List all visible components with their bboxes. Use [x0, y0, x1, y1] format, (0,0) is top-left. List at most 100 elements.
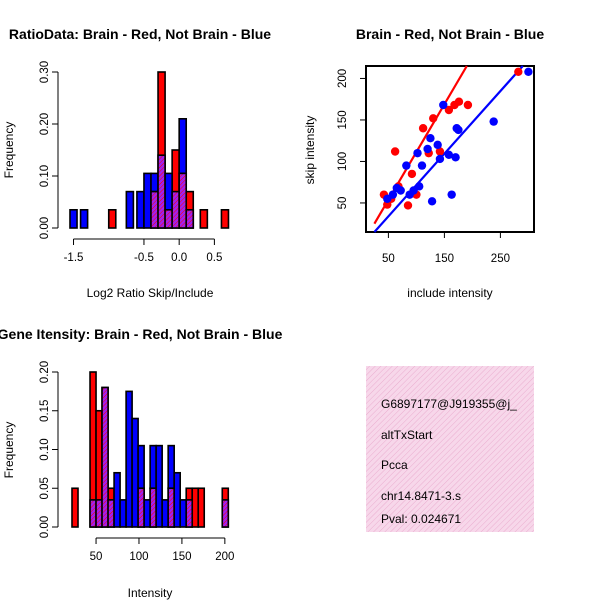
intensity-histogram-y-tick-label: 0.05	[39, 477, 51, 499]
scatter-point-not-brain	[489, 117, 498, 126]
intensity-histogram-overlap-bar	[167, 487, 175, 528]
ratio-histogram-overlap-bar	[150, 190, 159, 229]
intensity-histogram-not-brain-bar	[113, 471, 121, 528]
scatter-xlabel: include intensity	[407, 286, 492, 300]
ratio-histogram-overlap-bar	[157, 154, 166, 229]
intensity-histogram-not-brain-bar	[137, 444, 145, 490]
intensity-histogram-y-tick-label: 0.10	[39, 438, 51, 460]
ratio-histogram-not-brain-bar	[125, 190, 135, 229]
intensity-histogram-not-brain-bar	[131, 417, 139, 528]
intensity-scatter-title: Brain - Red, Not Brain - Blue	[356, 26, 544, 42]
ratio-histogram-overlap-bar	[164, 209, 173, 229]
intensity-histogram-overlap-bar	[221, 499, 230, 528]
intensity-histogram-overlap-bar	[89, 499, 97, 528]
intensity-histogram-overlap-bar	[185, 499, 194, 528]
scatter-x-tick-label: 50	[382, 253, 395, 265]
ratio-histogram-x-tick-label: -0.5	[134, 252, 154, 264]
scatter-y-tick-label: 50	[337, 197, 349, 210]
ratio-histogram-not-brain-bar	[69, 209, 78, 229]
scatter-point-not-brain	[413, 148, 422, 158]
scatter-x-axis: 50 150 250	[382, 232, 510, 265]
intensity-histogram-overlap-bar	[137, 487, 145, 528]
event-type-text: altTxStart	[381, 428, 433, 442]
scatter-point-not-brain	[435, 154, 445, 164]
intensity-histogram-x-tick-label: 100	[129, 551, 148, 563]
ratio-histogram-y-tick-label: 0.20	[39, 113, 51, 135]
ratio-histogram-not-brain-bar	[164, 172, 173, 211]
intensity-histogram-xlabel: Intensity	[128, 586, 173, 600]
scatter-point-not-brain	[451, 153, 460, 162]
scatter-y-tick-label: 100	[337, 152, 349, 171]
intensity-histogram-overlap-bar	[149, 487, 157, 528]
scatter-point-brain	[390, 147, 400, 156]
intensity-histogram-y-axis: 0.00 0.05 0.10 0.15 0.20	[39, 361, 59, 538]
intensity-histogram-x-tick-label: 50	[90, 551, 103, 563]
intensity-scatter-panel: Brain - Red, Not Brain - Blue 50 150 250 5…	[303, 26, 544, 300]
ratio-histogram-brain-bar	[220, 209, 230, 229]
scatter-point-not-brain	[427, 197, 437, 206]
intensity-histogram-panel: Gene Itensity: Brain - Red, Not Brain - …	[0, 326, 283, 600]
intensity-histogram-brain-bar	[71, 487, 79, 528]
intensity-histogram-y-tick-label: 0.00	[39, 516, 51, 538]
intensity-histogram-not-brain-bar	[119, 499, 127, 528]
scatter-point-brain	[429, 114, 438, 123]
scatter-point-not-brain	[454, 125, 463, 135]
intensity-histogram-y-tick-label: 0.20	[39, 361, 51, 383]
ratio-histogram-bars	[69, 71, 230, 229]
scatter-point-brain	[403, 201, 413, 210]
ratio-histogram-xlabel: Log2 Ratio Skip/Include	[87, 286, 214, 300]
ratio-histogram-x-axis: -1.5 -0.5 0.0 0.5	[64, 238, 222, 264]
scatter-ylabel: skip intensity	[303, 116, 317, 185]
scatter-point-brain	[444, 105, 454, 115]
scatter-point-not-brain	[423, 144, 432, 154]
scatter-point-not-brain	[396, 186, 405, 195]
intensity-histogram-x-tick-label: 200	[215, 551, 234, 563]
ratio-histogram-not-brain-bar	[178, 118, 188, 175]
intensity-histogram-overlap-bar	[107, 499, 115, 528]
scatter-point-not-brain	[447, 190, 456, 199]
ratio-histogram-title: RatioData: Brain - Red, Not Brain - Blue	[9, 26, 271, 42]
scatter-point-not-brain	[439, 100, 448, 110]
scatter-point-not-brain	[524, 67, 533, 77]
scatter-point-not-brain	[402, 161, 411, 170]
intensity-histogram-y-tick-label: 0.15	[39, 400, 51, 422]
scatter-point-not-brain	[388, 190, 398, 199]
scatter-points	[379, 67, 533, 210]
ratio-histogram-y-axis: 0.00 0.10 0.20 0.30	[39, 61, 59, 239]
ratio-histogram-x-tick-label: -1.5	[64, 252, 84, 264]
scatter-point-brain	[463, 100, 473, 110]
intensity-histogram-x-axis: 50 100 150 200	[90, 537, 234, 563]
pval-text: Pval: 0.024671	[381, 512, 461, 526]
scatter-point-not-brain	[444, 150, 454, 160]
scatter-x-tick-label: 250	[491, 253, 510, 265]
ratio-histogram-ylabel: Frequency	[2, 122, 16, 179]
intensity-histogram-bars	[71, 371, 230, 528]
scatter-y-tick-label: 150	[337, 110, 349, 129]
intensity-histogram-not-brain-bar	[179, 499, 188, 528]
ratio-histogram-not-brain-bar	[143, 172, 152, 229]
gene-name-text: Pcca	[381, 458, 408, 472]
ratio-histogram-y-tick-label: 0.30	[39, 61, 51, 83]
scatter-y-tick-label: 200	[337, 69, 349, 88]
event-id-text: G6897177@J919355@j_	[381, 397, 517, 411]
ratio-histogram-overlap-bar	[171, 190, 180, 229]
scatter-fit-line-not-brain	[373, 65, 524, 233]
intensity-histogram-title: Gene Itensity: Brain - Red, Not Brain - …	[0, 326, 283, 342]
event-info-panel: G6897177@J919355@j_ altTxStart Pcca chr1…	[366, 366, 534, 532]
ratio-histogram-panel: RatioData: Brain - Red, Not Brain - Blue…	[2, 26, 271, 300]
scatter-point-not-brain	[433, 140, 442, 150]
ratio-histogram-x-tick-label: 0.5	[206, 252, 222, 264]
ratio-histogram-not-brain-bar	[136, 190, 145, 229]
ratio-histogram-not-brain-bar	[79, 209, 89, 229]
intensity-histogram-overlap-bar	[101, 386, 109, 528]
scatter-point-brain	[454, 97, 464, 106]
scatter-plot-box	[365, 65, 535, 233]
scatter-x-tick-label: 150	[435, 253, 454, 265]
scatter-y-axis: 50 100 150 200	[337, 69, 366, 209]
ratio-histogram-overlap-bar	[185, 209, 195, 229]
scatter-point-not-brain	[426, 134, 435, 143]
location-text: chr14.8471-3.s	[381, 489, 461, 503]
intensity-histogram-not-brain-bar	[143, 499, 151, 528]
intensity-histogram-not-brain-bar	[155, 444, 163, 528]
